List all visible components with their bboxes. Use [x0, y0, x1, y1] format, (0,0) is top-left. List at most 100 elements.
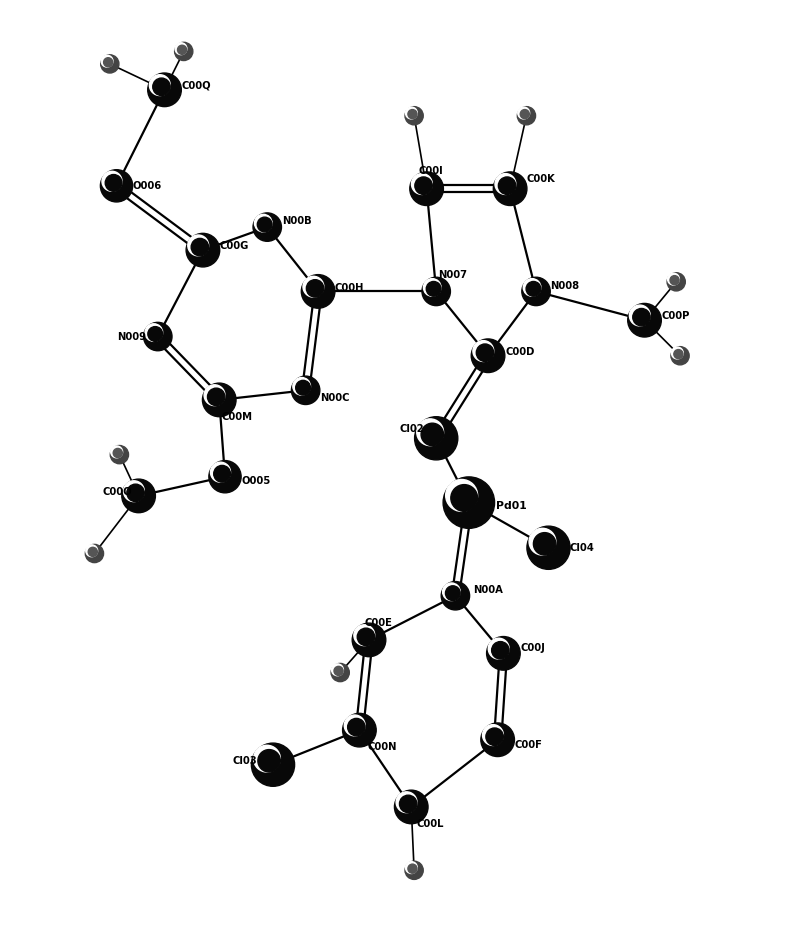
Circle shape	[123, 481, 145, 501]
Circle shape	[252, 743, 295, 786]
Circle shape	[110, 445, 129, 464]
Circle shape	[86, 545, 97, 557]
Circle shape	[105, 175, 122, 192]
Circle shape	[487, 637, 520, 670]
Text: N008: N008	[550, 281, 579, 291]
Circle shape	[443, 583, 461, 601]
Circle shape	[334, 667, 343, 675]
Text: C00K: C00K	[527, 174, 555, 184]
Circle shape	[211, 462, 230, 483]
Circle shape	[104, 57, 112, 67]
Circle shape	[174, 42, 193, 60]
Circle shape	[424, 279, 441, 296]
Circle shape	[145, 324, 163, 342]
Circle shape	[113, 449, 123, 457]
Text: C00H: C00H	[334, 283, 364, 293]
Text: C00I: C00I	[419, 166, 443, 177]
Circle shape	[406, 107, 417, 119]
Circle shape	[191, 239, 208, 255]
Text: C00G: C00G	[219, 241, 248, 252]
Circle shape	[148, 327, 163, 342]
Circle shape	[446, 480, 478, 512]
Text: O006: O006	[133, 181, 162, 191]
Circle shape	[633, 308, 650, 326]
Circle shape	[529, 529, 556, 555]
Text: C00Q: C00Q	[182, 81, 211, 91]
Text: N00B: N00B	[281, 216, 311, 226]
Circle shape	[441, 581, 469, 610]
Circle shape	[630, 305, 650, 326]
Circle shape	[186, 233, 220, 267]
Circle shape	[175, 43, 187, 54]
Circle shape	[498, 177, 516, 194]
Circle shape	[148, 73, 182, 107]
Text: Cl04: Cl04	[570, 543, 594, 553]
Circle shape	[122, 479, 156, 513]
Circle shape	[473, 341, 494, 362]
Text: N007: N007	[438, 270, 467, 280]
Circle shape	[408, 110, 417, 118]
Circle shape	[517, 107, 535, 125]
Text: C00M: C00M	[221, 412, 252, 423]
Circle shape	[331, 664, 349, 682]
Circle shape	[667, 272, 685, 291]
Text: O005: O005	[241, 475, 270, 485]
Circle shape	[481, 723, 515, 757]
Circle shape	[343, 714, 376, 747]
Circle shape	[144, 322, 172, 351]
Circle shape	[209, 460, 241, 493]
Circle shape	[254, 746, 281, 772]
Circle shape	[667, 273, 679, 285]
Circle shape	[415, 177, 432, 194]
Circle shape	[527, 526, 570, 569]
Circle shape	[421, 423, 443, 446]
Circle shape	[188, 235, 208, 255]
Circle shape	[258, 749, 281, 772]
Text: C00D: C00D	[505, 346, 534, 357]
Circle shape	[412, 174, 432, 194]
Circle shape	[352, 623, 386, 656]
Circle shape	[491, 641, 509, 659]
Circle shape	[476, 344, 494, 362]
Text: C00E: C00E	[364, 618, 392, 627]
Circle shape	[102, 171, 122, 192]
Circle shape	[178, 45, 186, 54]
Circle shape	[410, 172, 443, 206]
Text: Cl03: Cl03	[233, 756, 257, 766]
Circle shape	[674, 349, 683, 359]
Circle shape	[534, 532, 556, 555]
Circle shape	[204, 385, 225, 406]
Circle shape	[426, 282, 441, 296]
Circle shape	[488, 639, 509, 659]
Circle shape	[303, 276, 324, 297]
Circle shape	[414, 417, 457, 460]
Text: N00C: N00C	[320, 393, 350, 403]
Text: C00O: C00O	[102, 487, 132, 497]
Text: C00N: C00N	[367, 743, 397, 752]
Text: C00J: C00J	[520, 642, 545, 653]
Text: C00F: C00F	[515, 740, 543, 749]
Circle shape	[408, 864, 417, 873]
Circle shape	[670, 276, 679, 285]
Circle shape	[526, 282, 541, 296]
Circle shape	[523, 279, 541, 296]
Circle shape	[483, 725, 503, 746]
Circle shape	[396, 792, 417, 812]
Circle shape	[203, 383, 236, 417]
Circle shape	[307, 280, 324, 297]
Circle shape	[406, 862, 417, 873]
Circle shape	[127, 485, 145, 501]
Circle shape	[257, 217, 272, 232]
Text: N00A: N00A	[472, 585, 502, 595]
Circle shape	[296, 380, 310, 395]
Circle shape	[111, 446, 123, 458]
Text: Cl02: Cl02	[400, 423, 424, 434]
Circle shape	[417, 419, 443, 446]
Circle shape	[332, 664, 343, 676]
Text: N009: N009	[117, 331, 146, 342]
Circle shape	[395, 790, 428, 824]
Circle shape	[495, 174, 516, 194]
Circle shape	[344, 715, 365, 736]
Circle shape	[208, 388, 225, 406]
Circle shape	[149, 75, 171, 96]
